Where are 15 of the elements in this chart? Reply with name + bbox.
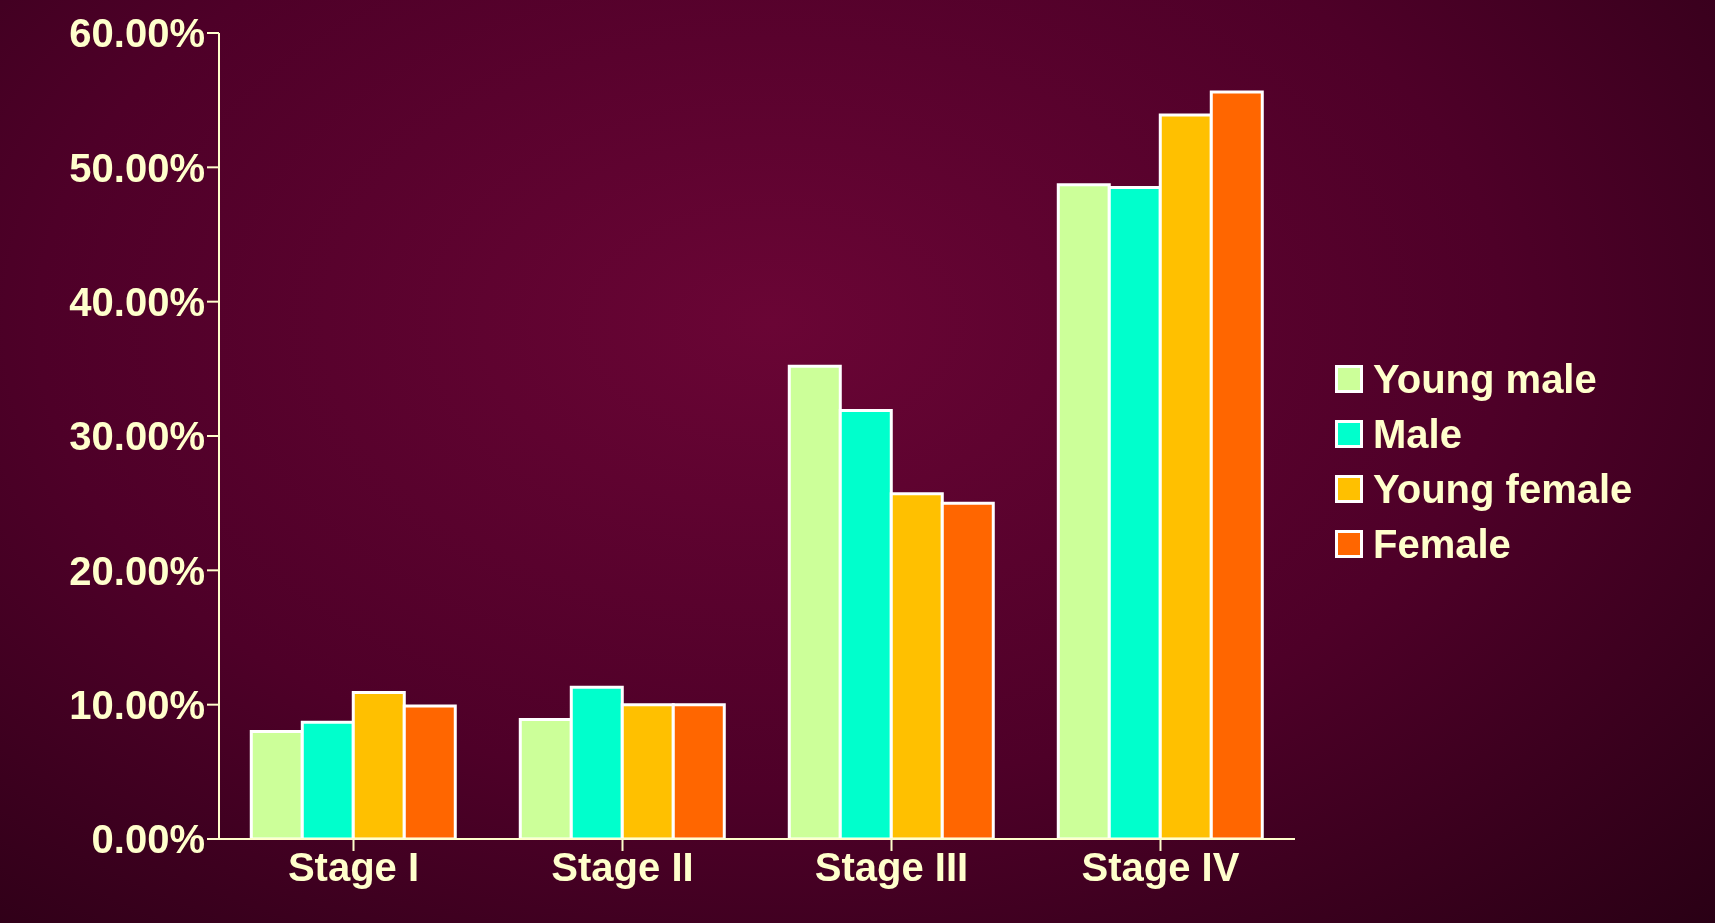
y-tick-label: 50.00% xyxy=(69,145,205,190)
y-tick-label: 20.00% xyxy=(69,548,205,593)
y-tick-label: 40.00% xyxy=(69,279,205,324)
legend-label: Female xyxy=(1373,521,1511,567)
legend-label: Young male xyxy=(1373,356,1597,402)
y-tick-label: 30.00% xyxy=(69,414,205,459)
y-tick-label: 60.00% xyxy=(69,11,205,56)
x-tick-label: Stage III xyxy=(814,845,969,890)
y-tick-label: 10.00% xyxy=(69,682,205,727)
legend-label: Young female xyxy=(1373,466,1633,512)
x-tick-label: Stage II xyxy=(551,845,694,890)
x-tick-label: Stage I xyxy=(287,845,420,890)
x-tick-label: Stage IV xyxy=(1081,845,1240,890)
y-tick-label: 0.00% xyxy=(91,817,205,862)
legend-label: Male xyxy=(1373,411,1462,457)
